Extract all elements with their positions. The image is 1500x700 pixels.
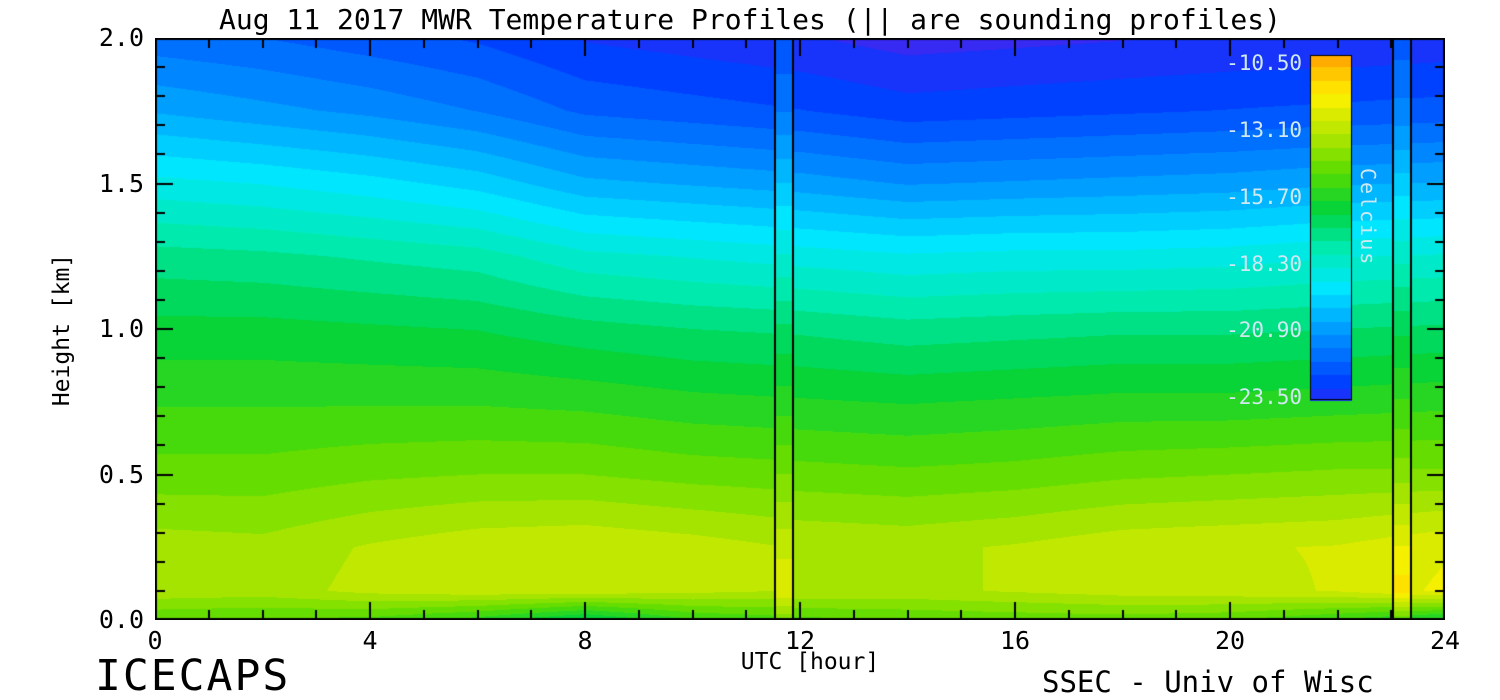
x-axis-label: UTC [hour] [740, 649, 880, 675]
chart-title: Aug 11 2017 MWR Temperature Profiles (||… [218, 3, 1282, 36]
y-tick-label: 1.5 [98, 168, 144, 198]
colorbar-tick-label: -20.90 [1226, 318, 1302, 343]
colorbar-tick-label: -18.30 [1226, 251, 1302, 276]
x-tick-label: 0 [147, 626, 163, 655]
y-tick-label: 1.0 [98, 314, 144, 343]
icecaps-label: ICECAPS [95, 651, 291, 700]
colorbar-tick-label: -10.50 [1226, 50, 1302, 75]
y-tick-label: 0.5 [98, 459, 144, 489]
colorbar-tick-label: -15.70 [1226, 184, 1302, 209]
x-tick-label: 12 [784, 626, 816, 655]
x-tick-label: 4 [362, 626, 378, 655]
colorbar-tick-label: -23.50 [1226, 385, 1302, 410]
x-tick-label: 8 [577, 626, 593, 655]
credit-label: SSEC - Univ of Wisc [1042, 665, 1374, 699]
x-tick-label: 20 [1214, 626, 1246, 655]
y-tick-label: 2.0 [98, 23, 144, 52]
x-tick-label: 24 [1429, 626, 1461, 655]
heatmap-canvas [155, 38, 1445, 620]
colorbar-label: Celcius [1356, 168, 1380, 267]
colorbar-tick-label: -13.10 [1226, 117, 1302, 142]
x-tick-label: 16 [999, 626, 1031, 655]
y-tick-label: 0.0 [98, 605, 144, 634]
